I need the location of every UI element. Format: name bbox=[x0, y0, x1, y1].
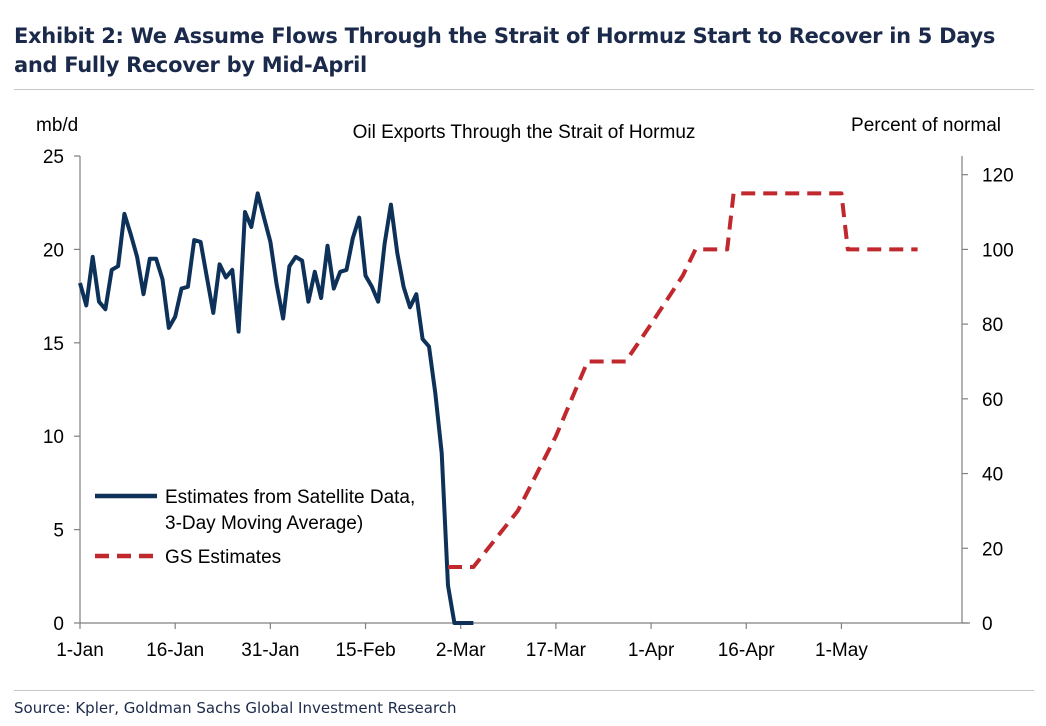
satellite-data-line bbox=[78, 191, 474, 625]
left-tick-label: 25 bbox=[43, 147, 64, 168]
right-axis-label: Percent of normal bbox=[851, 115, 1001, 136]
series-layer bbox=[78, 191, 918, 625]
gs-estimates-line bbox=[448, 191, 918, 569]
x-tick-label: 17-Mar bbox=[526, 640, 587, 661]
left-tick-label: 15 bbox=[43, 334, 64, 355]
x-tick-label: 16-Jan bbox=[146, 640, 204, 661]
source-note: Source: Kpler, Goldman Sachs Global Inve… bbox=[14, 699, 457, 717]
title-divider bbox=[14, 89, 1034, 90]
left-axis-label: mb/d bbox=[36, 115, 78, 136]
x-tick-label: 1-May bbox=[815, 640, 868, 661]
right-tick-label: 0 bbox=[982, 614, 993, 635]
right-tick-label: 60 bbox=[982, 390, 1003, 411]
right-tick-label: 40 bbox=[982, 465, 1003, 486]
left-tick-label: 10 bbox=[43, 427, 64, 448]
source-divider bbox=[14, 690, 1034, 691]
right-tick-label: 120 bbox=[982, 166, 1014, 187]
x-tick-label: 1-Apr bbox=[628, 640, 675, 661]
left-tick-label: 5 bbox=[53, 521, 64, 542]
legend-label-satellite-line2: 3-Day Moving Average) bbox=[165, 513, 363, 534]
x-tick-label: 2-Mar bbox=[436, 640, 486, 661]
left-tick-label: 20 bbox=[43, 240, 64, 261]
legend: Estimates from Satellite Data, 3-Day Mov… bbox=[95, 487, 415, 568]
x-tick-label: 16-Apr bbox=[718, 640, 776, 661]
right-tick-label: 100 bbox=[982, 240, 1014, 261]
axes-group: 0 5 10 15 20 25 0 20 40 60 80 100 120 1-Jan 16-Jan 31-J… bbox=[43, 147, 1014, 661]
left-tick-label: 0 bbox=[53, 614, 64, 635]
legend-label-gs: GS Estimates bbox=[165, 547, 281, 568]
x-tick-label: 31-Jan bbox=[241, 640, 299, 661]
chart-title: Oil Exports Through the Strait of Hormuz bbox=[353, 122, 696, 143]
x-tick-label: 1-Jan bbox=[56, 640, 104, 661]
right-tick-label: 80 bbox=[982, 315, 1003, 336]
exhibit-title: Exhibit 2: We Assume Flows Through the S… bbox=[14, 24, 996, 77]
right-tick-label: 20 bbox=[982, 539, 1003, 560]
legend-label-satellite: Estimates from Satellite Data, bbox=[165, 487, 415, 508]
x-tick-label: 15-Feb bbox=[335, 640, 395, 661]
